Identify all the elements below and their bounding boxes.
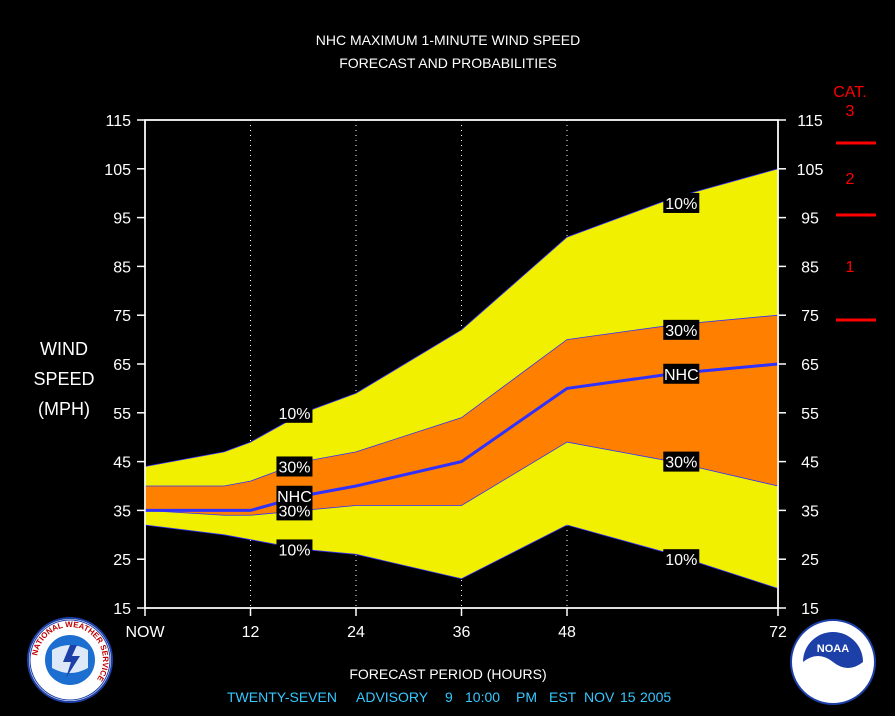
y-tick-label-left: 105 [104, 162, 131, 179]
y-tick-label-left: 75 [113, 308, 131, 325]
y-tick-label-left: 115 [105, 113, 131, 130]
y-tick-label-left: 45 [113, 455, 131, 472]
x-tick-label: 48 [558, 624, 576, 641]
y-tick-label-right: 115 [797, 113, 823, 130]
advisory-zone: EST [549, 689, 577, 705]
advisory-word: ADVISORY [356, 689, 429, 705]
category-label: 1 [846, 259, 855, 276]
band-label-bg [663, 192, 700, 213]
band-label-bg [276, 456, 313, 477]
nhc-label: NHC [664, 367, 699, 384]
band-label: 30% [665, 455, 697, 472]
y-tick-label-left: 35 [113, 503, 131, 520]
y-tick-label-left: 65 [113, 357, 131, 374]
nhc-label-bg [276, 485, 313, 506]
y-axis-left: 15 25 35 45 55 65 75 85 95 105 115 [104, 113, 145, 618]
y-tick-label-left: 95 [113, 211, 131, 228]
nws-logo-icon: NATIONAL WEATHER SERVICE [27, 617, 113, 703]
chart-title-line2: FORECAST AND PROBABILITIES [339, 55, 557, 71]
nhc-label: NHC [277, 489, 312, 506]
advisory-date: 15 [620, 689, 636, 705]
x-tick-label: 36 [453, 624, 471, 641]
band-label-bg [276, 539, 313, 560]
y-tick-label-right: 15 [801, 601, 819, 618]
y-tick-label-right: 85 [801, 259, 819, 276]
y-tick-label-right: 25 [801, 552, 819, 569]
band-labels: 10% 30% 30% 10% 10% 30% 30% 10% NHC NHC [276, 192, 700, 570]
band-label: 10% [665, 196, 697, 213]
band-label-bg [663, 451, 700, 472]
category-label: 3 [846, 103, 855, 120]
y-tick-label-left: 25 [113, 552, 131, 569]
y-tick-label-right: 95 [801, 211, 819, 228]
band-label-bg [663, 549, 700, 570]
chart-title-line1: NHC MAXIMUM 1-MINUTE WIND SPEED [316, 32, 580, 48]
y-tick-label-right: 45 [801, 455, 819, 472]
y-tick-label-right: 55 [801, 406, 819, 423]
y-tick-label-right: 65 [801, 357, 819, 374]
y-tick-label-right: 35 [801, 503, 819, 520]
y-tick-label-left: 15 [113, 601, 131, 618]
nhc-label-bg [663, 363, 700, 384]
noaa-logo-icon: NOAA [790, 619, 876, 705]
advisory-ampm: PM [516, 689, 537, 705]
y-axis-label-3: (MPH) [38, 399, 90, 419]
y-tick-label-right: 75 [801, 308, 819, 325]
band-label-bg [663, 319, 700, 340]
band-label: 30% [278, 503, 310, 520]
category-label: 2 [846, 171, 855, 188]
x-axis: NOW 12 24 36 48 72 [125, 608, 787, 641]
band-label: 10% [278, 406, 310, 423]
y-tick-label-right: 105 [797, 162, 824, 179]
advisory-time: 10:00 [465, 689, 500, 705]
category-legend-title: CAT. [833, 84, 866, 101]
advisory-day: 9 [445, 689, 453, 705]
nhc-forecast-line [145, 362, 779, 512]
y-tick-label-left: 55 [113, 406, 131, 423]
x-tick-label: NOW [125, 624, 165, 641]
advisory-month: NOV [584, 689, 615, 705]
y-axis-label-2: SPEED [33, 369, 94, 389]
band-label: 30% [278, 459, 310, 476]
band-label: 10% [278, 542, 310, 559]
x-tick-label: 12 [242, 624, 260, 641]
advisory-number: TWENTY-SEVEN [227, 689, 337, 705]
category-legend: CAT. 3 2 1 [833, 84, 876, 322]
band-label: 10% [665, 552, 697, 569]
y-axis-right: 15 25 35 45 55 65 75 85 95 105 115 [778, 113, 823, 618]
x-tick-label: 72 [769, 624, 787, 641]
y-axis-label-1: WIND [40, 339, 88, 359]
band-label-bg [276, 402, 313, 423]
x-tick-label: 24 [347, 624, 365, 641]
advisory-footer: TWENTY-SEVEN ADVISORY 9 10:00 PM EST NOV… [227, 689, 671, 705]
advisory-year: 2005 [640, 689, 671, 705]
band-label: 30% [665, 323, 697, 340]
noaa-logo-text: NOAA [817, 643, 849, 655]
y-tick-label-left: 85 [113, 259, 131, 276]
x-axis-label: FORECAST PERIOD (HOURS) [349, 666, 546, 682]
nhc-line [145, 362, 779, 512]
